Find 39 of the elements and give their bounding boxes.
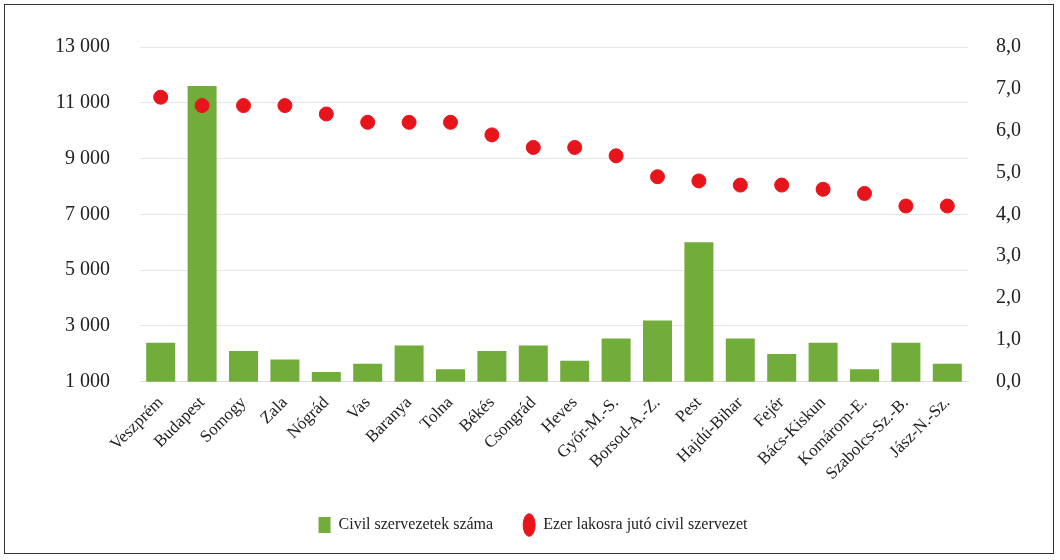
- point: [857, 185, 872, 201]
- y2-tick-label: 4,0: [996, 201, 1021, 224]
- point: [153, 89, 169, 105]
- point: [401, 114, 417, 130]
- point: [277, 98, 293, 114]
- point: [318, 106, 334, 122]
- point: [443, 114, 458, 130]
- y2-tick-label: 3,0: [996, 243, 1021, 266]
- y-tick-label: 9 000: [65, 145, 110, 168]
- y2-tick-label: 2,0: [996, 285, 1021, 308]
- y2-tick-label: 5,0: [996, 159, 1021, 182]
- point: [194, 98, 210, 114]
- y2-tick-label: 7,0: [996, 76, 1021, 99]
- point: [691, 173, 707, 189]
- point: [236, 98, 251, 114]
- point: [774, 177, 790, 193]
- y-tick-label: 1 000: [65, 369, 110, 392]
- y2-tick-label: 0,0: [996, 369, 1021, 392]
- point: [484, 127, 500, 143]
- point: [732, 177, 748, 193]
- y-tick-label: 7 000: [65, 201, 110, 224]
- y-tick-label: 13 000: [55, 34, 110, 57]
- point: [608, 148, 624, 164]
- y2-tick-label: 6,0: [996, 117, 1021, 140]
- legend-label: Ezer lakosra jutó civil szervezet: [543, 515, 749, 534]
- point: [360, 114, 376, 130]
- point: [650, 169, 665, 185]
- point: [815, 181, 831, 197]
- y-tick-label: 3 000: [65, 313, 110, 336]
- y-tick-label: 11 000: [55, 90, 110, 113]
- point: [939, 198, 955, 214]
- point: [567, 139, 583, 155]
- point: [525, 139, 541, 155]
- legend-label: Civil szervezetek száma: [338, 515, 494, 533]
- x-tick-label: Zala: [256, 392, 292, 428]
- y2-tick-label: 1,0: [996, 327, 1021, 350]
- y2-tick-label: 8,0: [996, 34, 1021, 57]
- point: [898, 198, 914, 214]
- y-tick-label: 5 000: [65, 257, 110, 280]
